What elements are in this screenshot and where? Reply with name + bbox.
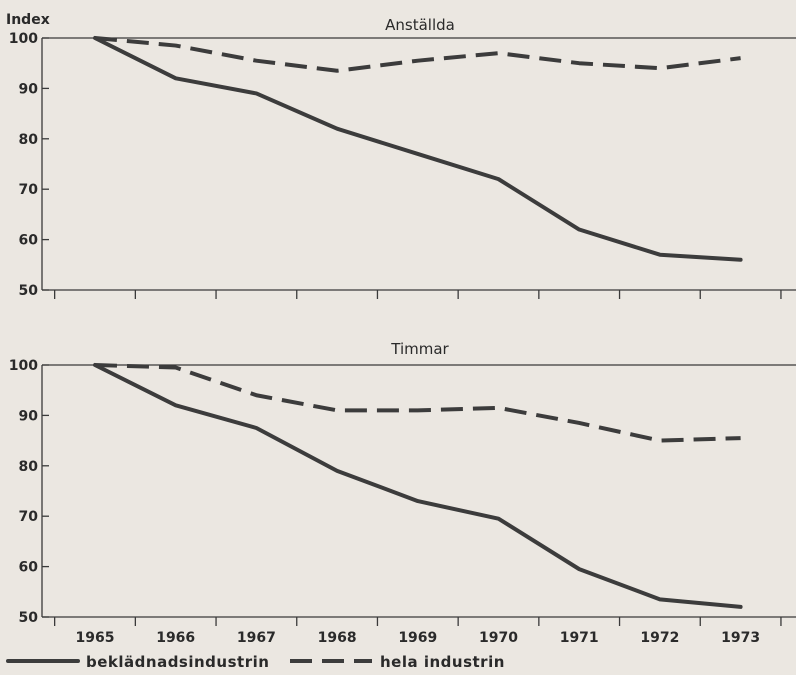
x-tick-label: 1968 <box>318 630 357 646</box>
y-tick-label: 70 <box>19 509 39 525</box>
legend-label-dashed: hela industrin <box>380 653 505 671</box>
x-tick-label: 1971 <box>560 630 599 646</box>
x-tick-label: 1965 <box>76 630 115 646</box>
legend: beklädnadsindustrin hela industrin <box>6 653 505 671</box>
y-tick-label: 90 <box>19 408 39 424</box>
y-tick-label: 60 <box>19 233 39 249</box>
chart-title: Timmar <box>390 340 449 358</box>
x-tick-label: 1969 <box>398 630 437 646</box>
series-line-hela-industrin <box>94 36 741 73</box>
chart-panel-timmar: 50 60 70 80 90 100 1965 1966 1967 1968 1969 1970 197… <box>9 340 796 646</box>
series-line-hela-industrin <box>94 363 741 443</box>
y-tick-label: 90 <box>19 81 39 97</box>
series-line-bekladnadsindustrin <box>93 36 743 262</box>
series-line-bekladnadsindustrin <box>93 363 743 609</box>
legend-label-solid: beklädnadsindustrin <box>86 653 269 671</box>
x-tick-label: 1967 <box>237 630 276 646</box>
x-tick-label: 1970 <box>479 630 518 646</box>
y-axis-label: Index <box>6 12 50 28</box>
x-tick-label: 1966 <box>156 630 195 646</box>
chart-title: Anställda <box>385 16 455 34</box>
y-tick-label: 50 <box>19 610 39 626</box>
y-tick-label: 50 <box>19 283 39 299</box>
y-tick-label: 100 <box>9 358 38 374</box>
y-tick-label: 80 <box>19 459 39 475</box>
y-tick-label: 70 <box>19 182 39 198</box>
x-tick-label: 1972 <box>640 630 679 646</box>
x-tick-label: 1973 <box>721 630 760 646</box>
y-tick-label: 80 <box>19 132 39 148</box>
chart-panel-anstallda: 50 60 70 80 90 100 Anställda Index <box>6 12 796 299</box>
y-tick-label: 100 <box>9 31 38 47</box>
y-tick-label: 60 <box>19 560 39 576</box>
